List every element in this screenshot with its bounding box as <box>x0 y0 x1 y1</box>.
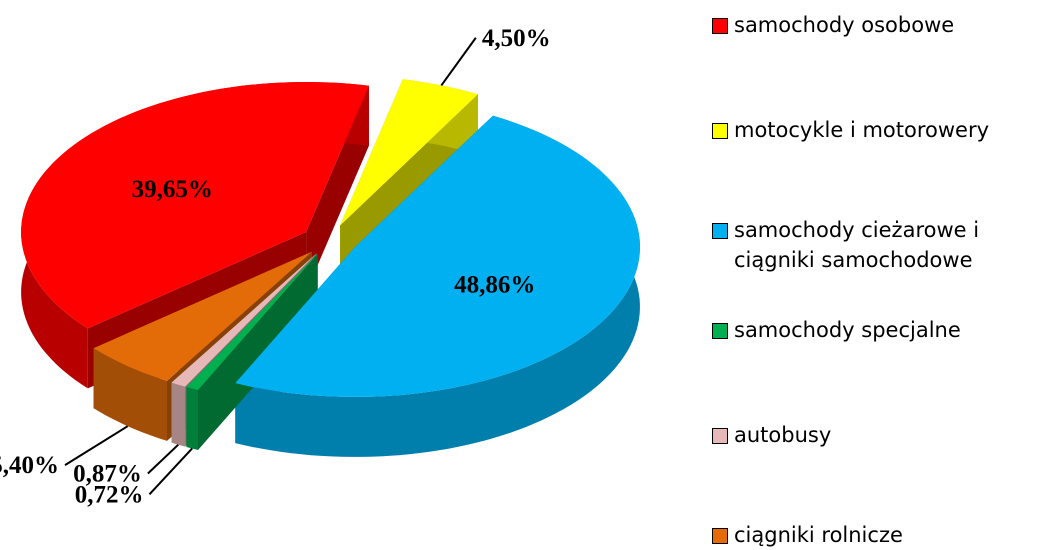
leader-line <box>147 443 179 475</box>
slice-rim <box>235 115 640 457</box>
leader-line <box>148 447 193 495</box>
legend-item: samochody specjalne <box>712 315 1042 345</box>
slice <box>340 79 478 226</box>
value-label: 5,40% <box>0 452 59 479</box>
legend-item: motocykle i motorowery <box>712 115 1042 145</box>
leader-line <box>440 37 477 87</box>
legend-swatch <box>712 428 728 444</box>
slice <box>235 115 640 397</box>
value-label: 0,87% <box>73 461 142 488</box>
legend-label: autobusy <box>734 423 832 447</box>
legend-label: samochody osobowe <box>734 13 955 37</box>
legend-label: samochody specjalne <box>734 318 961 342</box>
legend-swatch <box>712 528 728 544</box>
pie-area: 39,65% 4,50% 48,86% 0,72%0,87% 5,40% <box>0 25 640 508</box>
slice-rim <box>171 382 186 447</box>
legend-item: ciągniki rolnicze <box>712 520 1042 550</box>
legend-swatch <box>712 18 728 34</box>
slice <box>171 253 317 387</box>
slice <box>93 251 312 381</box>
legend-label: motocykle i motorowery <box>734 118 990 142</box>
value-label: 4,50% <box>482 25 551 52</box>
legend-swatch <box>712 123 728 139</box>
legend-label: ciągniki rolnicze <box>734 523 903 547</box>
legend-label: samochody cieżarowe i ciągniki samochodo… <box>734 218 980 272</box>
slice <box>186 253 318 390</box>
slice <box>21 82 369 329</box>
legend-swatch <box>712 223 728 239</box>
slice-side <box>186 253 318 447</box>
leader-line <box>64 425 129 466</box>
slice-rim <box>186 387 198 450</box>
slice-rim <box>93 348 167 441</box>
legend-item: autobusy <box>712 420 1042 450</box>
value-label: 39,65% <box>132 176 213 203</box>
legend-item: samochody osobowe <box>712 10 1042 40</box>
legend-item: samochody cieżarowe i ciągniki samochodo… <box>712 215 1042 275</box>
value-label: 48,86% <box>454 271 535 298</box>
legend-swatch <box>712 323 728 339</box>
value-label: 0,72% <box>75 481 144 508</box>
